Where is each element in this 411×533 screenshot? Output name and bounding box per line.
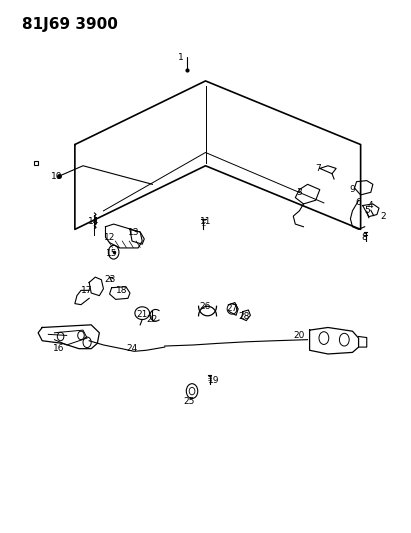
Text: 7: 7	[315, 164, 321, 173]
Text: 22: 22	[147, 315, 158, 324]
Text: 28: 28	[239, 312, 250, 321]
Text: 24: 24	[127, 344, 138, 353]
Text: 23: 23	[104, 275, 115, 284]
Text: 15: 15	[106, 249, 118, 258]
Text: 27: 27	[226, 304, 238, 313]
Text: 5: 5	[364, 206, 369, 215]
Text: 25: 25	[183, 397, 195, 406]
Text: 20: 20	[294, 331, 305, 340]
Text: 81J69 3900: 81J69 3900	[22, 17, 118, 33]
Text: 8: 8	[362, 233, 367, 242]
Text: 19: 19	[208, 376, 219, 385]
Text: 26: 26	[200, 302, 211, 311]
Text: 14: 14	[88, 217, 99, 226]
Text: 16: 16	[53, 344, 64, 353]
Text: 1: 1	[178, 53, 184, 62]
Text: 11: 11	[200, 217, 211, 226]
Text: 3: 3	[296, 188, 302, 197]
Text: 12: 12	[104, 233, 115, 242]
Text: 10: 10	[51, 172, 62, 181]
Text: 4: 4	[368, 201, 374, 210]
Text: 18: 18	[116, 286, 127, 295]
Text: 2: 2	[380, 212, 386, 221]
Text: 17: 17	[81, 286, 93, 295]
Text: 9: 9	[350, 185, 356, 194]
Text: 6: 6	[356, 198, 361, 207]
Text: 21: 21	[136, 310, 148, 319]
Text: 13: 13	[128, 228, 140, 237]
